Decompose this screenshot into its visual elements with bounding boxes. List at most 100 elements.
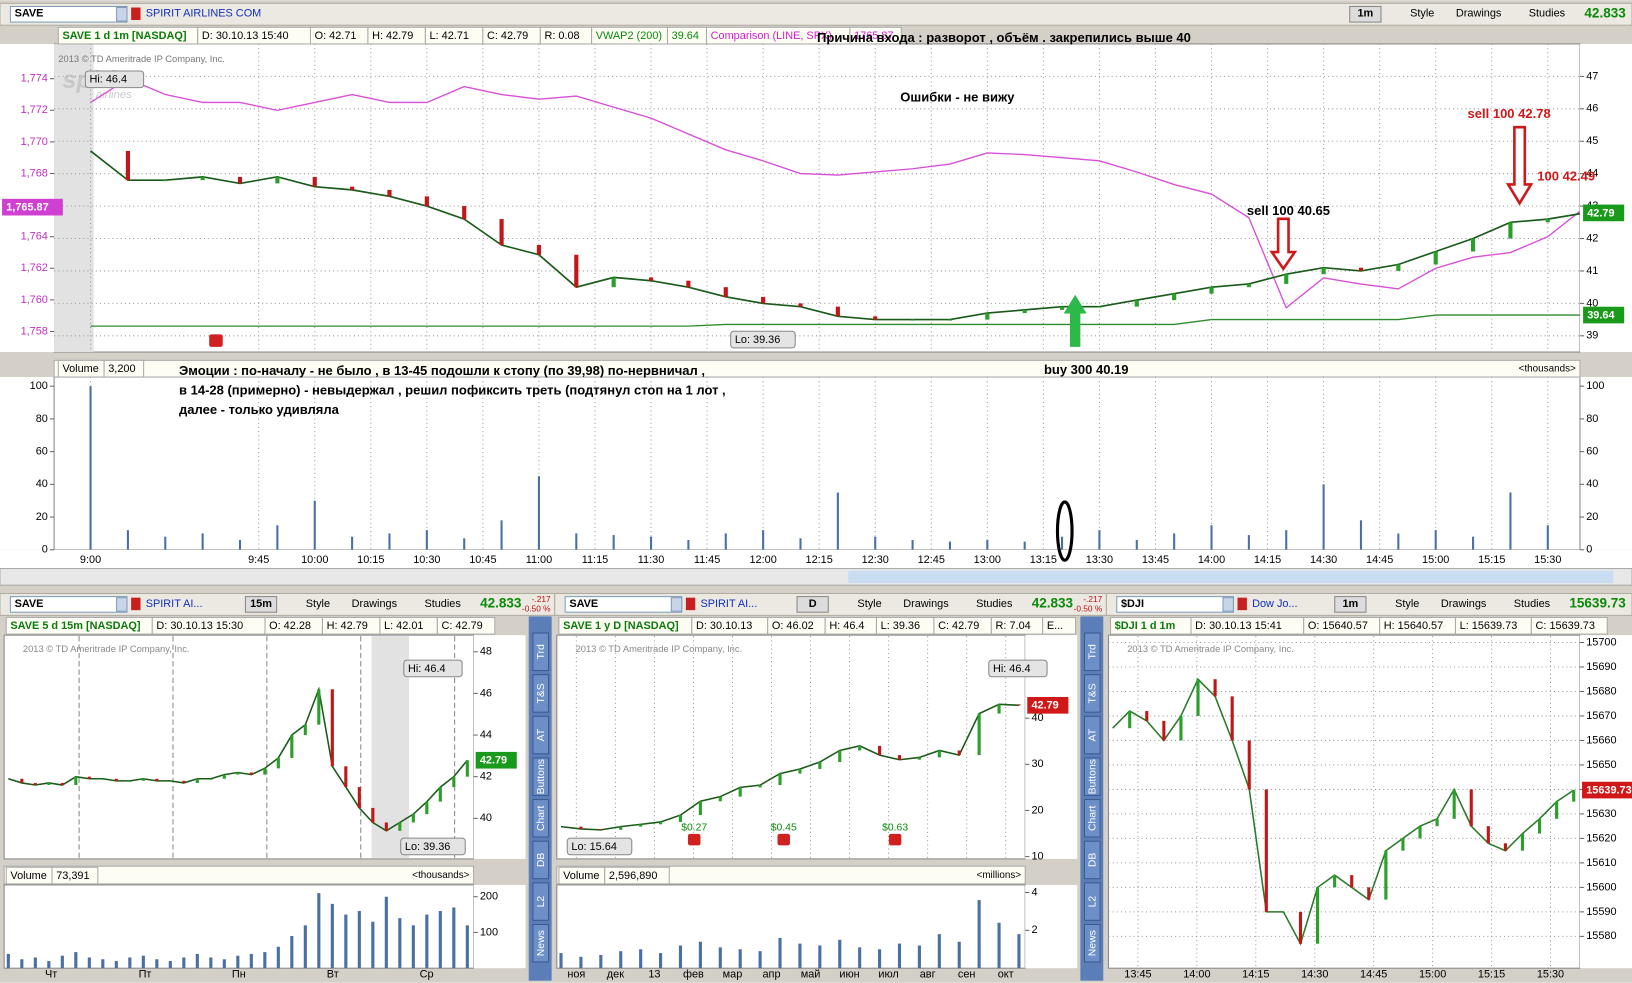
tab-label[interactable]: Chart bbox=[536, 806, 547, 832]
tab[interactable] bbox=[1084, 799, 1101, 838]
candle bbox=[1486, 826, 1490, 844]
tab-label[interactable]: L2 bbox=[536, 896, 547, 908]
volume-bar bbox=[303, 925, 307, 969]
flag bbox=[131, 597, 141, 611]
studies-button[interactable]: Studies bbox=[1529, 8, 1566, 20]
symbol-dropdown[interactable] bbox=[116, 597, 128, 612]
volume-label: Volume bbox=[62, 363, 98, 375]
interval-box[interactable] bbox=[796, 596, 829, 613]
header-cell: C: 42.79 bbox=[487, 30, 528, 42]
tab-label[interactable]: DB bbox=[1088, 853, 1099, 868]
volume-bar bbox=[874, 536, 877, 550]
volume-bar bbox=[559, 953, 563, 969]
tab-label[interactable]: AT bbox=[1088, 728, 1099, 741]
header-cell: C: 42.79 bbox=[442, 620, 483, 632]
candle bbox=[209, 778, 213, 780]
studies-button[interactable]: Studies bbox=[1514, 598, 1551, 610]
tab-label[interactable]: News bbox=[1088, 930, 1099, 956]
tab-label[interactable]: AT bbox=[536, 728, 547, 741]
candle bbox=[195, 778, 199, 783]
tab-label[interactable]: Buttons bbox=[1088, 759, 1099, 794]
header-cell-box bbox=[436, 616, 496, 635]
tab-label[interactable]: L2 bbox=[1088, 896, 1099, 908]
symbol-dropdown[interactable] bbox=[116, 7, 128, 22]
x-tick-label: авг bbox=[920, 968, 936, 980]
x-tick-label: ноя bbox=[567, 968, 585, 980]
x-tick-label: 14:00 bbox=[1198, 554, 1225, 566]
dividend: $0.63 bbox=[882, 822, 908, 833]
interval-box[interactable] bbox=[244, 596, 278, 613]
scroll-thumb[interactable] bbox=[848, 570, 1614, 584]
studies-button[interactable]: Studies bbox=[424, 598, 461, 610]
studies-button[interactable]: Studies bbox=[976, 598, 1013, 610]
event-icon bbox=[687, 833, 701, 846]
tab[interactable] bbox=[1084, 632, 1101, 672]
tab-label[interactable]: T&S bbox=[536, 683, 547, 703]
volume-bar bbox=[619, 951, 623, 969]
tab[interactable] bbox=[532, 923, 550, 963]
volume-bar bbox=[425, 914, 429, 969]
sell-arrow bbox=[1505, 125, 1534, 206]
candle bbox=[275, 176, 280, 184]
tab[interactable] bbox=[532, 674, 550, 713]
tab[interactable] bbox=[1084, 757, 1101, 796]
tab[interactable] bbox=[532, 757, 550, 796]
tab[interactable] bbox=[1084, 923, 1101, 963]
tab[interactable] bbox=[532, 882, 550, 921]
symbol: SAVE bbox=[15, 598, 44, 610]
x-tick-label: 11:15 bbox=[582, 554, 608, 566]
candle bbox=[1097, 306, 1102, 308]
tab[interactable] bbox=[1084, 715, 1101, 755]
tab-label[interactable]: Chart bbox=[1088, 806, 1099, 832]
volume-bar bbox=[1434, 530, 1437, 550]
toolbar-bg bbox=[0, 2, 1632, 26]
style-button[interactable]: Style bbox=[857, 598, 881, 610]
header-cell: C: 42.79 bbox=[938, 620, 979, 632]
tab-label[interactable]: Buttons bbox=[536, 759, 547, 794]
tab[interactable] bbox=[1084, 840, 1101, 880]
volume-value-box bbox=[103, 359, 145, 378]
candle bbox=[1022, 309, 1027, 314]
symbol-dropdown[interactable] bbox=[670, 597, 683, 612]
tab-label[interactable]: Trd bbox=[536, 644, 547, 659]
tab[interactable] bbox=[1084, 674, 1101, 713]
candle bbox=[182, 780, 186, 783]
y-tick-label: 15620 bbox=[1586, 832, 1616, 844]
candle bbox=[1315, 887, 1320, 944]
symbol-dropdown[interactable] bbox=[1222, 597, 1234, 612]
y-tick-label: 44 bbox=[480, 729, 492, 741]
tab-label[interactable]: DB bbox=[536, 853, 547, 868]
style-button[interactable]: Style bbox=[1410, 8, 1434, 20]
price-tag-box bbox=[1027, 696, 1069, 714]
tab[interactable] bbox=[532, 715, 550, 755]
tab-label[interactable]: News bbox=[536, 930, 547, 956]
drawings-button[interactable]: Drawings bbox=[1441, 598, 1487, 610]
style-button[interactable]: Style bbox=[306, 598, 330, 610]
style-button[interactable]: Style bbox=[1395, 598, 1419, 610]
last-price: 42.833 bbox=[480, 595, 522, 610]
tab-label[interactable]: Trd bbox=[1088, 644, 1099, 659]
interval-box[interactable] bbox=[1349, 5, 1382, 23]
drawings-button[interactable]: Drawings bbox=[1456, 8, 1502, 20]
volume-bar bbox=[858, 947, 862, 969]
candle bbox=[237, 176, 243, 184]
volume-unit: <thousands> bbox=[412, 870, 469, 881]
hi-label-box bbox=[988, 659, 1048, 678]
volume-bar bbox=[384, 896, 388, 969]
left-axis-area bbox=[0, 43, 55, 353]
tab[interactable] bbox=[532, 632, 550, 672]
y-tick-label: 15680 bbox=[1586, 685, 1616, 697]
y-tick-label: 40 bbox=[1031, 712, 1043, 724]
x-tick-label: 13 bbox=[648, 968, 660, 980]
candle bbox=[1213, 679, 1217, 697]
tab-label[interactable]: T&S bbox=[1088, 683, 1099, 703]
drawings-button[interactable]: Drawings bbox=[352, 598, 398, 610]
tab[interactable] bbox=[1084, 882, 1101, 921]
company: Dow Jo... bbox=[1252, 598, 1297, 610]
tab[interactable] bbox=[532, 840, 550, 880]
emotion-note: далее - только удивляла bbox=[179, 402, 340, 417]
candle bbox=[761, 296, 766, 304]
tab[interactable] bbox=[532, 799, 550, 838]
interval-box[interactable] bbox=[1334, 596, 1367, 613]
drawings-button[interactable]: Drawings bbox=[903, 598, 949, 610]
